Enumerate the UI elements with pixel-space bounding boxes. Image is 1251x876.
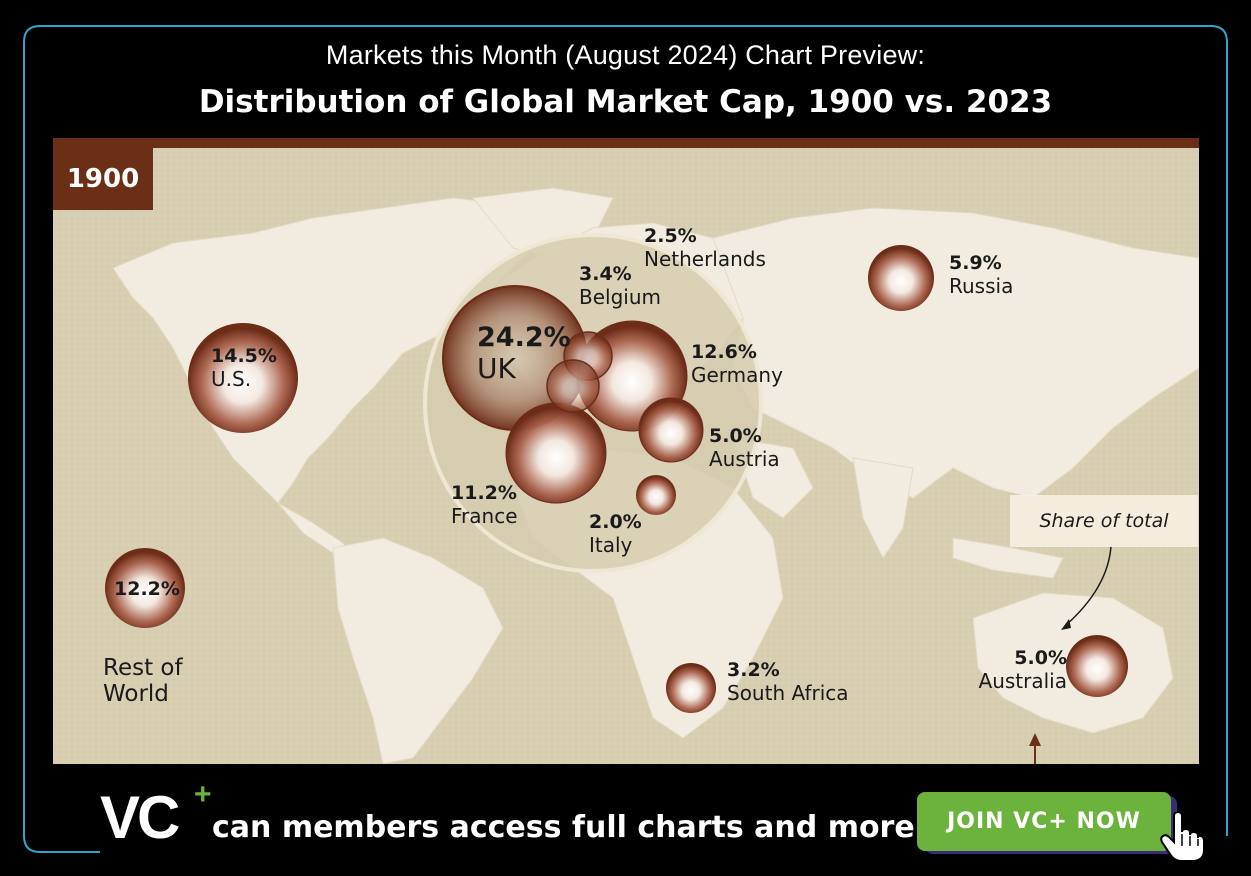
pct-us: 14.5% [211, 345, 277, 367]
bubble-us [188, 323, 298, 433]
label-belgium: 3.4% Belgium [579, 263, 661, 309]
label-russia: 5.9% Russia [949, 252, 1014, 298]
bubble-russia [868, 245, 934, 311]
vc-logo-plus: + [194, 778, 212, 811]
join-button-label: JOIN VC+ NOW [947, 809, 1141, 834]
pretitle: Markets this Month (August 2024) Chart P… [325, 40, 926, 70]
vc-plus-logo[interactable]: VC + [100, 780, 215, 851]
label-austria: 5.0% Austria [709, 425, 780, 471]
name-netherlands: Netherlands [644, 246, 766, 271]
asia [712, 207, 1199, 499]
pct-france: 11.2% [451, 482, 517, 504]
name-rest-of-world-line2: World [103, 681, 169, 708]
label-rest-of-world-pct: 12.2% [114, 578, 180, 601]
label-italy: 2.0% Italy [589, 511, 642, 557]
name-rest-of-world-line1: Rest of [103, 655, 183, 681]
label-france: 11.2% France [451, 482, 518, 528]
indonesia [952, 537, 1064, 579]
bubble-australia [1066, 635, 1128, 697]
year-label: 1900 [66, 164, 140, 194]
world-map: 1900 Share of total 24.2% UK 14.5% U.S. … [53, 138, 1199, 764]
label-netherlands: 2.5% Netherlands [644, 225, 766, 271]
pct-netherlands: 2.5% [644, 225, 697, 247]
pct-russia: 5.9% [949, 252, 1002, 274]
bubble-france [505, 402, 607, 504]
hand-cursor-icon [1160, 812, 1204, 862]
name-germany: Germany [691, 362, 783, 387]
label-uk: 24.2% UK [477, 322, 571, 385]
pct-uk: 24.2% [477, 322, 571, 353]
label-germany: 12.6% Germany [691, 341, 783, 387]
pct-austria: 5.0% [709, 425, 762, 447]
label-us: 14.5% U.S. [211, 345, 277, 391]
india [852, 457, 914, 559]
chart-title: Distribution of Global Market Cap, 1900 … [198, 84, 1053, 120]
label-australia: 5.0% Australia [971, 647, 1067, 693]
bubble-austria [638, 397, 704, 463]
name-belgium: Belgium [579, 284, 661, 309]
pct-italy: 2.0% [589, 511, 642, 533]
bubble-italy [636, 475, 676, 515]
south-america [332, 537, 504, 764]
pct-belgium: 3.4% [579, 263, 632, 285]
name-russia: Russia [949, 273, 1014, 298]
name-australia: Australia [978, 668, 1067, 693]
footer-tagline: can members access full charts and more [212, 810, 915, 845]
name-south-africa: South Africa [727, 680, 849, 705]
share-arrow [1064, 545, 1112, 627]
label-south-africa: 3.2% South Africa [727, 659, 849, 705]
pct-rest-of-world: 12.2% [114, 578, 180, 600]
name-austria: Austria [709, 446, 780, 471]
share-of-total-box: Share of total [1010, 495, 1198, 547]
bubble-rest-of-world [105, 548, 185, 628]
bubble-south-africa [666, 663, 716, 713]
pct-south-africa: 3.2% [727, 659, 780, 681]
name-france: France [451, 503, 518, 528]
map-drawing [53, 138, 1199, 764]
name-uk: UK [477, 352, 516, 386]
name-italy: Italy [589, 532, 633, 557]
year-badge: 1900 [53, 148, 153, 210]
vc-logo-text: VC [100, 784, 180, 851]
name-us: U.S. [211, 366, 252, 391]
share-of-total-label: Share of total [1039, 510, 1169, 532]
pct-australia: 5.0% [1014, 647, 1067, 669]
join-vc-plus-button[interactable]: JOIN VC+ NOW [917, 792, 1171, 851]
pct-germany: 12.6% [691, 341, 757, 363]
label-rest-of-world-name: Rest of World [103, 655, 183, 708]
bubble-netherlands [546, 359, 600, 413]
